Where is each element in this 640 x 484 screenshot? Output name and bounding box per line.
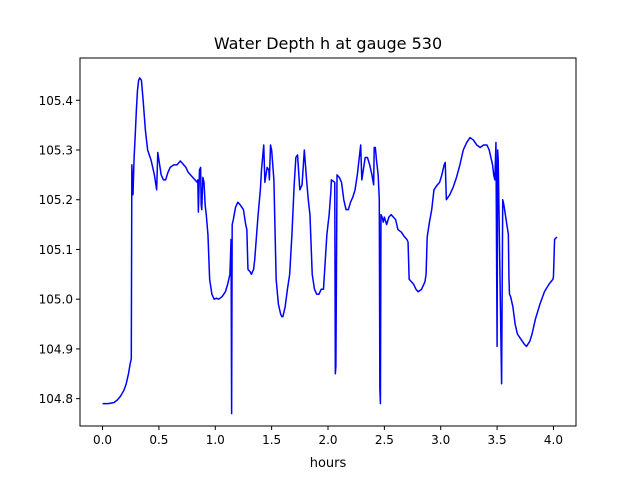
x-tick-label: 3.0 [431, 433, 450, 447]
y-tick-label: 105.1 [39, 243, 73, 257]
x-tick-label: 4.0 [544, 433, 563, 447]
chart-title: Water Depth h at gauge 530 [214, 34, 442, 53]
x-tick-label: 3.5 [488, 433, 507, 447]
x-tick-label: 2.5 [375, 433, 394, 447]
series-line-0 [102, 77, 558, 415]
y-tick-label: 105.4 [39, 94, 73, 108]
y-tick-label: 104.8 [39, 392, 73, 406]
x-axis-label: hours [310, 456, 347, 471]
y-tick-label: 105.2 [39, 193, 73, 207]
y-tick-label: 105.3 [39, 144, 73, 158]
x-tick-label: 1.0 [206, 433, 225, 447]
y-axis: 104.8 104.9 105.0 105.1 105.2 105.3 105.4 [39, 94, 80, 406]
x-axis: 0.0 0.5 1.0 1.5 2.0 2.5 3.0 3.5 4.0 [93, 426, 563, 447]
x-tick-label: 2.0 [318, 433, 337, 447]
plot-area [102, 77, 558, 415]
x-tick-label: 0.0 [93, 433, 112, 447]
x-tick-label: 1.5 [262, 433, 281, 447]
x-tick-label: 0.5 [149, 433, 168, 447]
y-tick-label: 104.9 [39, 342, 73, 356]
y-tick-label: 105.0 [39, 293, 73, 307]
